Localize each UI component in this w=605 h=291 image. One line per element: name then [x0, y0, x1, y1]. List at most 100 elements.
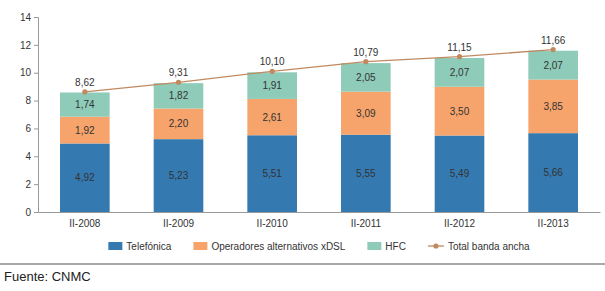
marker [270, 69, 275, 74]
legend-item: Total banda ancha [428, 241, 530, 252]
legend-item: Telefónica [108, 241, 171, 252]
data-label: 10,79 [353, 47, 378, 58]
marker [551, 47, 556, 52]
separator [0, 264, 605, 265]
marker [457, 54, 462, 59]
data-label: 11,15 [447, 42, 472, 53]
y-tick: 12 [20, 40, 38, 51]
legend-item: Operadores alternativos xDSL [193, 241, 345, 252]
bar [247, 72, 297, 99]
x-tick-label: II-2008 [69, 218, 101, 229]
bar [528, 80, 578, 134]
data-label: 2,20 [169, 118, 189, 129]
x-tick-label: II-2009 [163, 218, 195, 229]
y-tick-label: 2 [25, 179, 31, 190]
data-label: 11,66 [541, 35, 566, 46]
y-tick: 2 [25, 179, 38, 190]
y-axis: 0 2 4 6 8 10 12 14 [20, 12, 39, 218]
plot-area [60, 47, 578, 212]
x-tick: II-2008 [69, 212, 101, 229]
x-axis: II-2008 II-2009 II-2010 II-2011 II-2012 II-20… [39, 212, 601, 229]
bar [60, 92, 110, 116]
y-tick-label: 0 [25, 207, 31, 218]
legend-symbol [433, 243, 438, 248]
y-tick: 6 [25, 123, 38, 134]
legend-item: HFC [367, 241, 406, 252]
data-label: 1,82 [169, 90, 189, 101]
x-tick-label: II-2013 [538, 218, 570, 229]
bar [528, 133, 578, 212]
x-tick: II-2012 [444, 212, 476, 229]
bar [60, 117, 110, 144]
x-tick-label: II-2010 [257, 218, 289, 229]
y-tick: 10 [20, 67, 38, 78]
data-label: 5,55 [356, 168, 376, 179]
y-tick: 8 [25, 95, 38, 106]
y-tick-mark [34, 101, 38, 102]
legend-label: Total banda ancha [448, 241, 530, 252]
data-label: 5,23 [169, 170, 189, 181]
bar [247, 99, 297, 135]
line [85, 50, 553, 92]
x-tick: II-2010 [257, 212, 289, 229]
y-axis-line [34, 18, 39, 213]
data-label: 10,10 [260, 56, 285, 67]
legend-symbol [367, 242, 381, 250]
marker [363, 59, 368, 64]
bar [435, 87, 485, 136]
data-label: 4,92 [75, 172, 95, 183]
chart: 02468101214II-2008II-2009II-2010II-2011I… [0, 0, 605, 291]
bar [341, 135, 391, 212]
legend-symbol [193, 242, 207, 250]
bar [154, 83, 204, 108]
data-label: 2,05 [356, 72, 376, 83]
data-label: 3,85 [543, 101, 563, 112]
bar [435, 136, 485, 212]
data-label: 5,51 [262, 168, 282, 179]
y-tick-label: 10 [20, 67, 32, 78]
y-tick-mark [34, 73, 38, 74]
y-tick-label: 6 [25, 123, 31, 134]
x-tick: II-2011 [351, 212, 382, 229]
data-label: 5,49 [450, 168, 470, 179]
legend-label: Telefónica [126, 241, 171, 252]
y-tick-mark [34, 156, 38, 157]
data-label: 1,91 [262, 80, 282, 91]
data-label: 2,07 [543, 60, 563, 71]
bar [528, 51, 578, 80]
marker [82, 89, 87, 94]
y-tick-mark [34, 212, 38, 213]
y-tick-mark [34, 45, 38, 46]
y-tick-label: 8 [25, 95, 31, 106]
data-label: 1,74 [75, 99, 95, 110]
y-tick-mark [34, 17, 38, 18]
data-label: 1,92 [75, 125, 95, 136]
y-tick-label: 4 [25, 151, 31, 162]
data-label: 2,07 [450, 67, 470, 78]
data-label: 3,50 [450, 106, 470, 117]
bar [154, 139, 204, 212]
x-tick: II-2013 [538, 212, 570, 229]
y-tick-label: 12 [20, 40, 32, 51]
y-tick-label: 14 [20, 12, 32, 23]
x-tick: II-2009 [163, 212, 195, 229]
bar [341, 63, 391, 92]
y-tick-mark [34, 184, 38, 185]
data-label: 5,66 [543, 167, 563, 178]
bar [247, 135, 297, 212]
legend-label: HFC [385, 241, 406, 252]
data-label: 3,09 [356, 108, 376, 119]
bar [435, 58, 485, 87]
y-tick: 14 [20, 12, 38, 23]
bar [341, 92, 391, 135]
y-tick: 0 [25, 207, 38, 218]
marker [176, 80, 181, 85]
data-label: 2,61 [262, 112, 282, 123]
data-label: 9,31 [169, 67, 189, 78]
y-tick-mark [34, 128, 38, 129]
bar [60, 143, 110, 212]
legend-label: Operadores alternativos xDSL [211, 241, 345, 252]
x-tick-label: II-2011 [351, 218, 382, 229]
data-label: 8,62 [75, 77, 95, 88]
bar [154, 109, 204, 140]
